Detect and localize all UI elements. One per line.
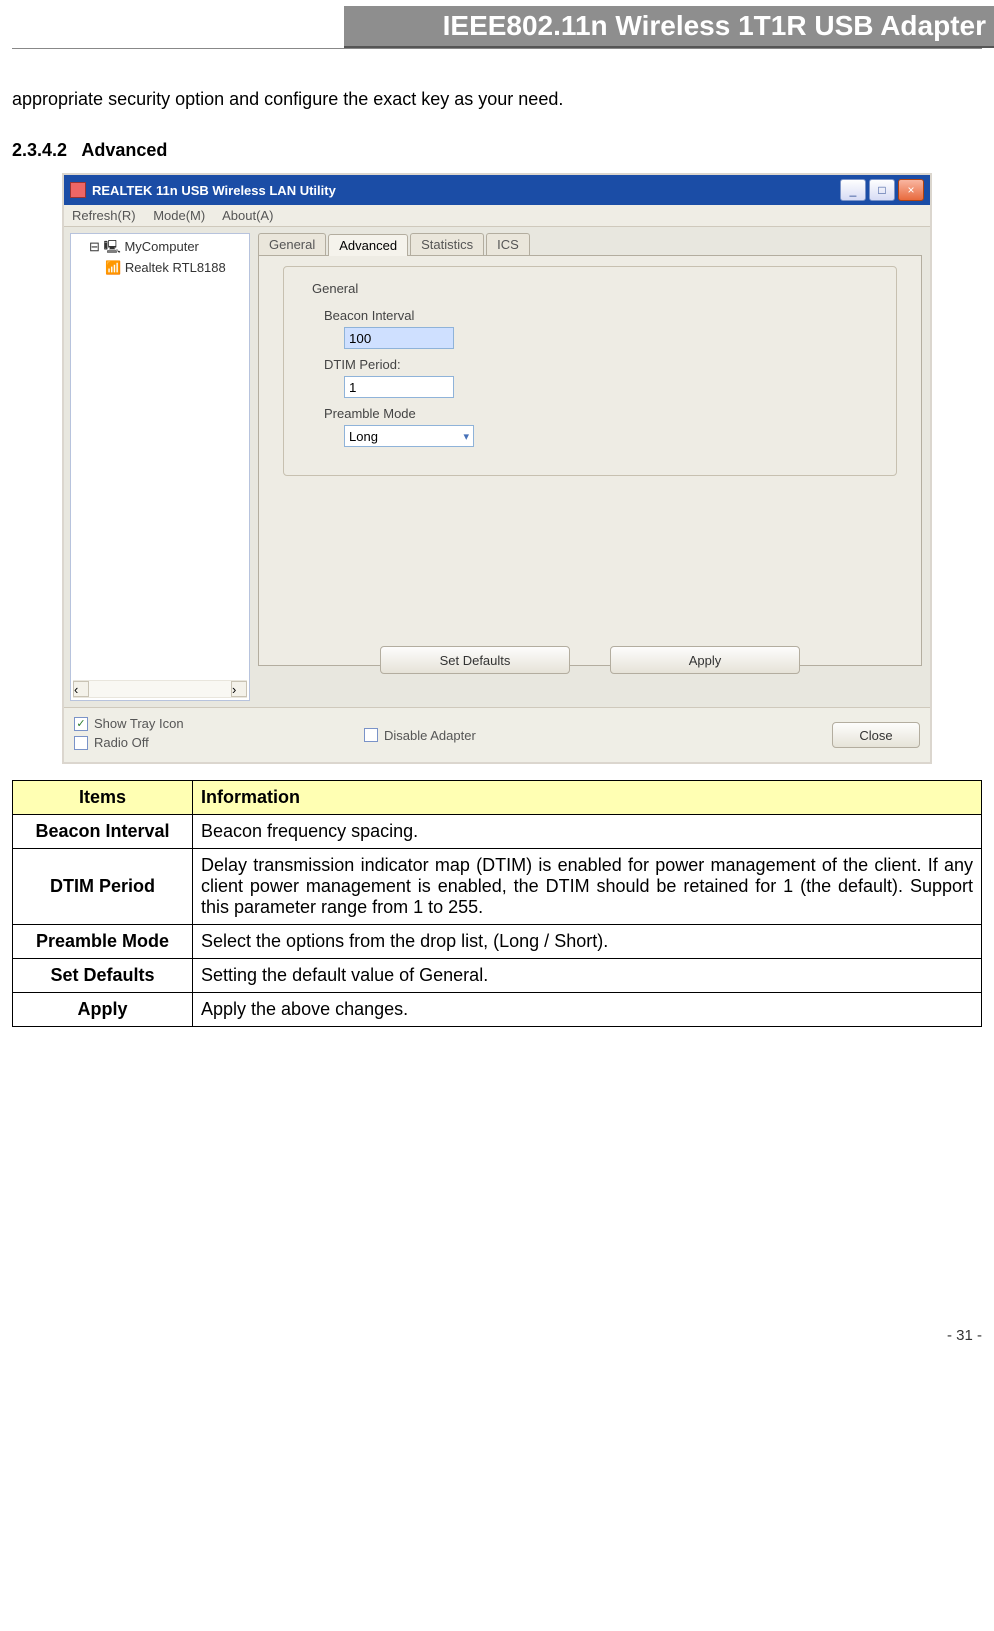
scroll-right-icon[interactable]: › — [231, 681, 247, 697]
section-number: 2.3.4.2 — [12, 140, 67, 160]
title-bar: REALTEK 11n USB Wireless LAN Utility _ □… — [64, 175, 930, 205]
row-item: Apply — [13, 993, 193, 1027]
group-legend: General — [308, 281, 362, 296]
tab-general[interactable]: General — [258, 233, 326, 255]
header-divider — [12, 48, 982, 49]
tree-root[interactable]: ⊟ 🖳 MyComputer — [75, 238, 245, 260]
row-info: Setting the default value of General. — [193, 959, 982, 993]
maximize-button[interactable]: □ — [869, 179, 895, 201]
beacon-label: Beacon Interval — [324, 308, 876, 323]
header-banner: IEEE802.11n Wireless 1T1R USB Adapter — [344, 6, 994, 48]
row-info: Delay transmission indicator map (DTIM) … — [193, 849, 982, 925]
tree-scrollbar[interactable]: ‹ › — [73, 680, 247, 698]
hdr-info: Information — [193, 781, 982, 815]
intro-text: appropriate security option and configur… — [12, 89, 982, 110]
minimize-button[interactable]: _ — [840, 179, 866, 201]
table-row: Preamble Mode Select the options from th… — [13, 925, 982, 959]
scroll-left-icon[interactable]: ‹ — [73, 681, 89, 697]
row-info: Select the options from the drop list, (… — [193, 925, 982, 959]
config-panel: General Advanced Statistics ICS General … — [256, 227, 930, 707]
menu-refresh[interactable]: Refresh(R) — [72, 208, 136, 223]
table-row: Set Defaults Setting the default value o… — [13, 959, 982, 993]
window-title: REALTEK 11n USB Wireless LAN Utility — [92, 183, 837, 198]
dtim-label: DTIM Period: — [324, 357, 876, 372]
tab-ics[interactable]: ICS — [486, 233, 530, 255]
row-item: DTIM Period — [13, 849, 193, 925]
general-groupbox: General Beacon Interval DTIM Period: Pre… — [283, 266, 897, 476]
info-table: Items Information Beacon Interval Beacon… — [12, 780, 982, 1027]
set-defaults-button[interactable]: Set Defaults — [380, 646, 570, 674]
row-item: Preamble Mode — [13, 925, 193, 959]
row-info: Beacon frequency spacing. — [193, 815, 982, 849]
page-number: - 31 - — [12, 1327, 982, 1344]
disable-adapter-checkbox[interactable] — [364, 728, 378, 742]
bottom-bar: ✓ Show Tray Icon Radio Off Disable Adapt… — [64, 707, 930, 762]
menu-about[interactable]: About(A) — [222, 208, 273, 223]
tab-statistics[interactable]: Statistics — [410, 233, 484, 255]
device-tree: ⊟ 🖳 MyComputer 📶 Realtek RTL8188 ‹ › — [70, 233, 250, 701]
window-close-button[interactable]: × — [898, 179, 924, 201]
tab-body: General Beacon Interval DTIM Period: Pre… — [258, 256, 922, 666]
apply-button[interactable]: Apply — [610, 646, 800, 674]
table-row: Apply Apply the above changes. — [13, 993, 982, 1027]
preamble-value: Long — [349, 429, 378, 444]
show-tray-label: Show Tray Icon — [94, 716, 184, 731]
utility-window: REALTEK 11n USB Wireless LAN Utility _ □… — [62, 173, 932, 764]
disable-adapter-label: Disable Adapter — [384, 728, 476, 743]
row-item: Beacon Interval — [13, 815, 193, 849]
table-row: Beacon Interval Beacon frequency spacing… — [13, 815, 982, 849]
radio-off-checkbox[interactable] — [74, 736, 88, 750]
close-button[interactable]: Close — [832, 722, 920, 748]
preamble-select[interactable]: Long ▾ — [344, 425, 474, 447]
table-row: DTIM Period Delay transmission indicator… — [13, 849, 982, 925]
hdr-items: Items — [13, 781, 193, 815]
section-heading: 2.3.4.2 Advanced — [12, 140, 982, 161]
preamble-label: Preamble Mode — [324, 406, 876, 421]
row-info: Apply the above changes. — [193, 993, 982, 1027]
radio-off-label: Radio Off — [94, 735, 149, 750]
show-tray-checkbox[interactable]: ✓ — [74, 717, 88, 731]
tree-device[interactable]: 📶 Realtek RTL8188 — [75, 260, 245, 276]
tab-advanced[interactable]: Advanced — [328, 234, 408, 256]
app-icon — [70, 182, 86, 198]
menu-mode[interactable]: Mode(M) — [153, 208, 205, 223]
beacon-input[interactable] — [344, 327, 454, 349]
tab-bar: General Advanced Statistics ICS — [258, 233, 922, 256]
scroll-track — [89, 681, 231, 697]
section-title: Advanced — [81, 140, 167, 160]
chevron-down-icon: ▾ — [463, 430, 469, 443]
dtim-input[interactable] — [344, 376, 454, 398]
row-item: Set Defaults — [13, 959, 193, 993]
menu-bar: Refresh(R) Mode(M) About(A) — [64, 205, 930, 227]
